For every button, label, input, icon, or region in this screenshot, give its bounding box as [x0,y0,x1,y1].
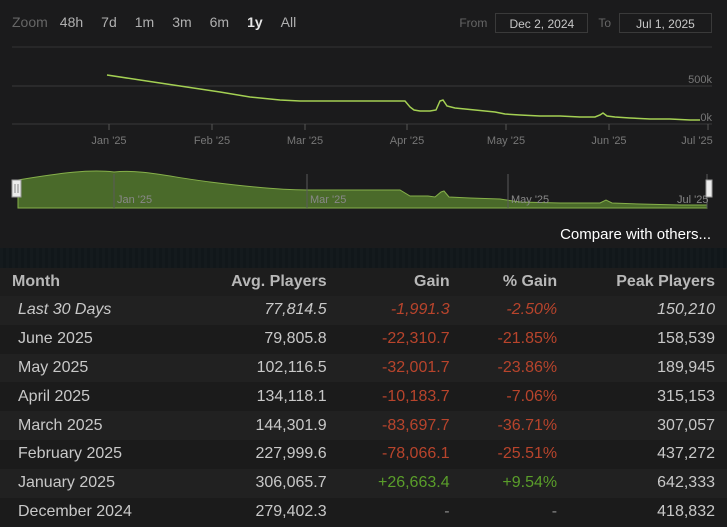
cell-gain: -10,183.7 [338,382,462,412]
cell-avg: 306,065.7 [184,468,339,498]
navigator-area [17,170,708,209]
cell-gain: - [338,497,462,527]
col-month[interactable]: Month [0,268,185,296]
svg-text:Jul '25: Jul '25 [677,194,708,206]
cell-month: May 2025 [0,353,185,383]
table-row: April 2025 134,118.1 -10,183.7 -7.06% 31… [0,382,727,412]
table-row: March 2025 144,301.9 -83,697.7 -36.71% 3… [0,411,727,440]
col-pct-gain[interactable]: % Gain [461,268,570,296]
zoom-6m-button[interactable]: 6m [209,14,230,30]
player-line [106,74,700,121]
zoom-bar: Zoom 48h 7d 1m 3m 6m 1y All [12,14,314,30]
x-axis-labels: Jan '25 Feb '25 Mar '25 Apr '25 May '25 … [91,135,712,147]
navigator-left-handle [11,179,22,198]
svg-text:Jul '25: Jul '25 [681,135,712,147]
cell-pct: -2.50% [461,296,570,325]
col-avg-players[interactable]: Avg. Players [184,268,339,296]
navigator-right-handle [705,179,713,198]
zoom-3m-button[interactable]: 3m [172,14,192,30]
cell-pct: -21.85% [461,324,570,354]
cell-avg: 227,999.6 [184,439,339,469]
navigator-chart[interactable]: Jan '25 Mar '25 May '25 Jul '25 [0,165,727,225]
zoom-1m-button[interactable]: 1m [134,14,155,30]
cell-pct: - [461,497,570,527]
cell-avg: 77,814.5 [184,296,339,325]
cell-peak: 307,057 [569,411,727,440]
svg-text:Jan '25: Jan '25 [117,194,152,206]
svg-text:Apr '25: Apr '25 [390,135,425,147]
zoom-7d-button[interactable]: 7d [101,14,117,30]
y-axis-labels: 500k 0k [688,74,712,124]
y-label-0k: 0k [700,112,712,124]
cell-gain: +26,663.4 [338,468,462,498]
cell-gain: -78,066.1 [338,439,462,469]
cell-gain: -32,001.7 [338,353,462,383]
from-label: From [459,16,488,30]
cell-pct: -36.71% [461,411,570,440]
cell-peak: 642,333 [569,468,727,498]
svg-text:Mar '25: Mar '25 [287,135,323,147]
table-row: June 2025 79,805.8 -22,310.7 -21.85% 158… [0,324,727,354]
cell-peak: 158,539 [569,324,727,354]
svg-text:Jun '25: Jun '25 [591,135,626,147]
cell-peak: 189,945 [569,353,727,383]
svg-text:May '25: May '25 [487,135,525,147]
cell-peak: 418,832 [569,497,727,527]
cell-peak: 437,272 [569,439,727,469]
svg-text:May '25: May '25 [511,194,549,206]
cell-month: March 2025 [0,411,185,440]
section-divider [0,248,727,268]
date-range: From Dec 2, 2024 To Jul 1, 2025 [459,13,712,33]
zoom-1y-button[interactable]: 1y [247,14,263,30]
cell-avg: 79,805.8 [184,324,339,354]
cell-month: January 2025 [0,468,185,498]
cell-pct: +9.54% [461,468,570,498]
cell-gain: -1,991.3 [338,296,462,325]
cell-gain: -83,697.7 [338,411,462,440]
cell-peak: 150,210 [569,296,727,325]
cell-pct: -23.86% [461,353,570,383]
table-header-row: Month Avg. Players Gain % Gain Peak Play… [0,268,727,296]
cell-avg: 144,301.9 [184,411,339,440]
from-date-input[interactable]: Dec 2, 2024 [495,13,589,33]
cell-month: April 2025 [0,382,185,412]
zoom-all-button[interactable]: All [280,14,297,30]
cell-month: December 2024 [0,497,185,527]
table-row: January 2025 306,065.7 +26,663.4 +9.54% … [0,468,727,498]
cell-month: Last 30 Days [0,296,185,325]
to-date-input[interactable]: Jul 1, 2025 [619,13,712,33]
cell-pct: -25.51% [461,439,570,469]
cell-month: June 2025 [0,324,185,354]
table-row: May 2025 102,116.5 -32,001.7 -23.86% 189… [0,353,727,383]
navigator-labels: Jan '25 Mar '25 May '25 Jul '25 [117,194,708,206]
cell-avg: 102,116.5 [184,353,339,383]
svg-text:Feb '25: Feb '25 [194,135,230,147]
line-chart: 500k 0k Jan '25 Feb '25 Mar '25 Apr '25 … [12,46,713,147]
zoom-48h-button[interactable]: 48h [59,14,84,30]
cell-avg: 279,402.3 [184,497,339,527]
to-label: To [598,16,611,30]
zoom-label: Zoom [12,14,48,30]
monthly-stats-table: Month Avg. Players Gain % Gain Peak Play… [0,268,727,527]
table-row: February 2025 227,999.6 -78,066.1 -25.51… [0,439,727,469]
y-label-500k: 500k [688,74,712,86]
cell-gain: -22,310.7 [338,324,462,354]
cell-peak: 315,153 [569,382,727,412]
cell-pct: -7.06% [461,382,570,412]
cell-avg: 134,118.1 [184,382,339,412]
player-chart-panel: Zoom 48h 7d 1m 3m 6m 1y All From Dec 2, … [0,0,727,247]
cell-month: February 2025 [0,439,185,469]
table-row: December 2024 279,402.3 - - 418,832 [0,497,727,527]
table-row: Last 30 Days 77,814.5 -1,991.3 -2.50% 15… [0,296,727,325]
col-peak-players[interactable]: Peak Players [569,268,727,296]
svg-text:Mar '25: Mar '25 [310,194,346,206]
svg-text:Jan '25: Jan '25 [91,135,126,147]
col-gain[interactable]: Gain [338,268,462,296]
compare-with-others-link[interactable]: Compare with others... [560,226,711,243]
